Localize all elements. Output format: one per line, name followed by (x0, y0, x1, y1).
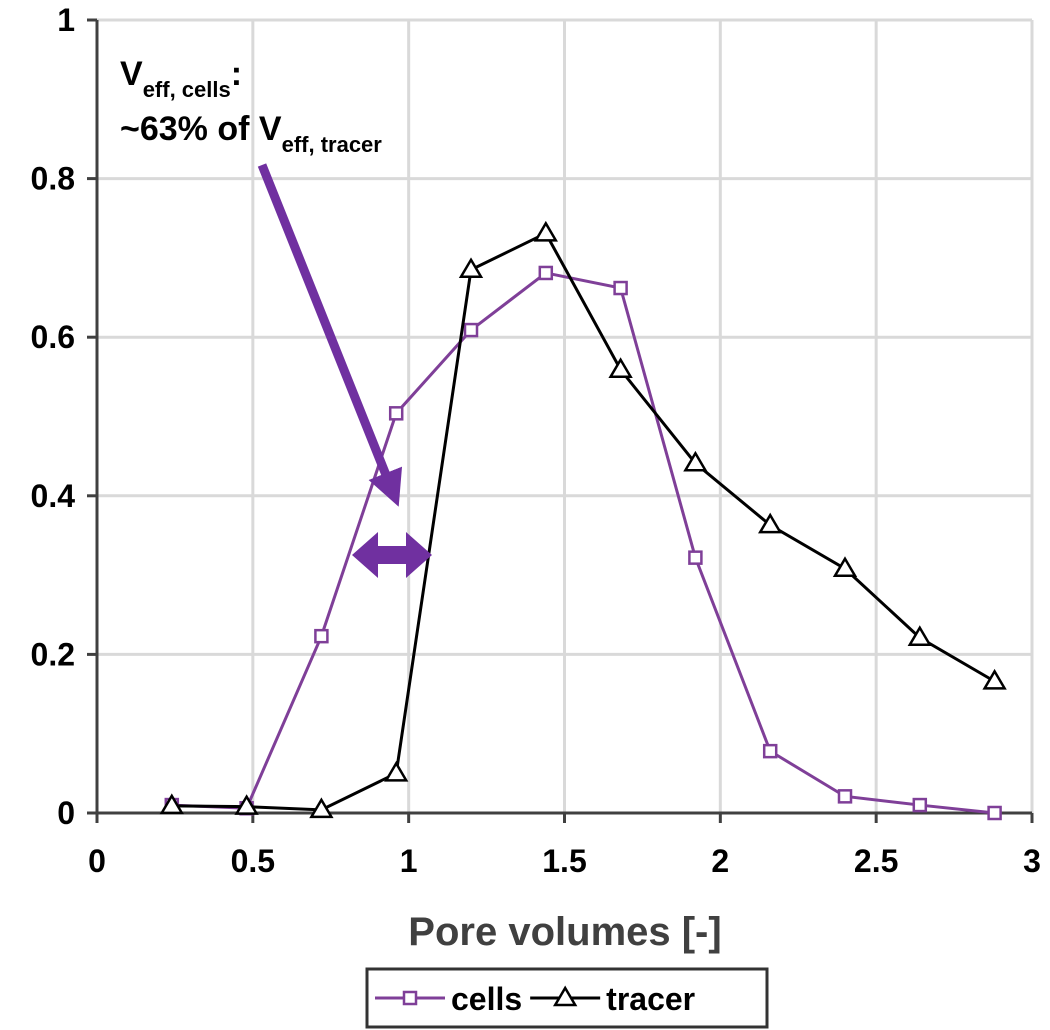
annotation-subscript: eff, tracer (282, 132, 383, 157)
annotation-subscript: eff, cells (143, 77, 231, 102)
marker (982, 668, 1007, 690)
marker (309, 797, 334, 819)
marker (463, 322, 479, 338)
x-tick-label: 2.5 (854, 843, 898, 879)
marker (388, 406, 404, 421)
marker (533, 220, 558, 242)
marker (384, 760, 409, 782)
annotation-line1: Veff, cells: (120, 55, 242, 102)
series-line (171, 231, 996, 812)
annotation-line2: ~63% of Veff, tracer (120, 110, 382, 157)
x-axis-title: Pore volumes [-] (408, 910, 721, 954)
marker (538, 265, 554, 281)
x-tick-label: 3 (1023, 843, 1041, 879)
marker (758, 512, 783, 534)
plot (159, 220, 1007, 821)
y-tick-label: 1 (57, 2, 75, 38)
y-tick-label: 0.8 (31, 161, 75, 197)
series-line (171, 271, 995, 815)
marker (987, 805, 1002, 821)
x-tick-label: 2 (711, 843, 729, 879)
x-tick-label: 1.5 (542, 843, 586, 879)
marker (762, 743, 778, 759)
marker (907, 625, 932, 646)
legend: cells tracer (365, 967, 769, 1029)
x-tick-label: 1 (400, 843, 418, 879)
y-tick-label: 0.4 (31, 478, 76, 514)
grid (97, 18, 1034, 813)
annotation-arrow (257, 163, 403, 507)
annotation-text: : (231, 55, 242, 93)
marker (608, 357, 633, 378)
y-tick-label: 0.6 (31, 319, 75, 355)
marker (458, 257, 484, 279)
x-tick-label: 0 (88, 843, 106, 879)
marker (683, 450, 708, 472)
marker (688, 550, 703, 565)
legend-marker (552, 985, 578, 1007)
annotation-text: ~63% of V (120, 110, 282, 148)
marker (234, 794, 259, 815)
marker (837, 789, 853, 804)
y-tick-label: 0 (57, 795, 75, 831)
marker (314, 628, 329, 644)
marker (159, 793, 184, 815)
y-tick-label: 0.2 (31, 636, 75, 672)
legend-label: cells (451, 981, 522, 1017)
x-tick-label: 0.5 (231, 843, 275, 879)
legend-label: tracer (606, 981, 695, 1017)
legend-marker (402, 990, 418, 1006)
marker (832, 556, 858, 578)
annotation-text: V (120, 55, 143, 93)
marker (613, 280, 628, 296)
marker (912, 797, 928, 813)
double-arrow (352, 532, 432, 578)
